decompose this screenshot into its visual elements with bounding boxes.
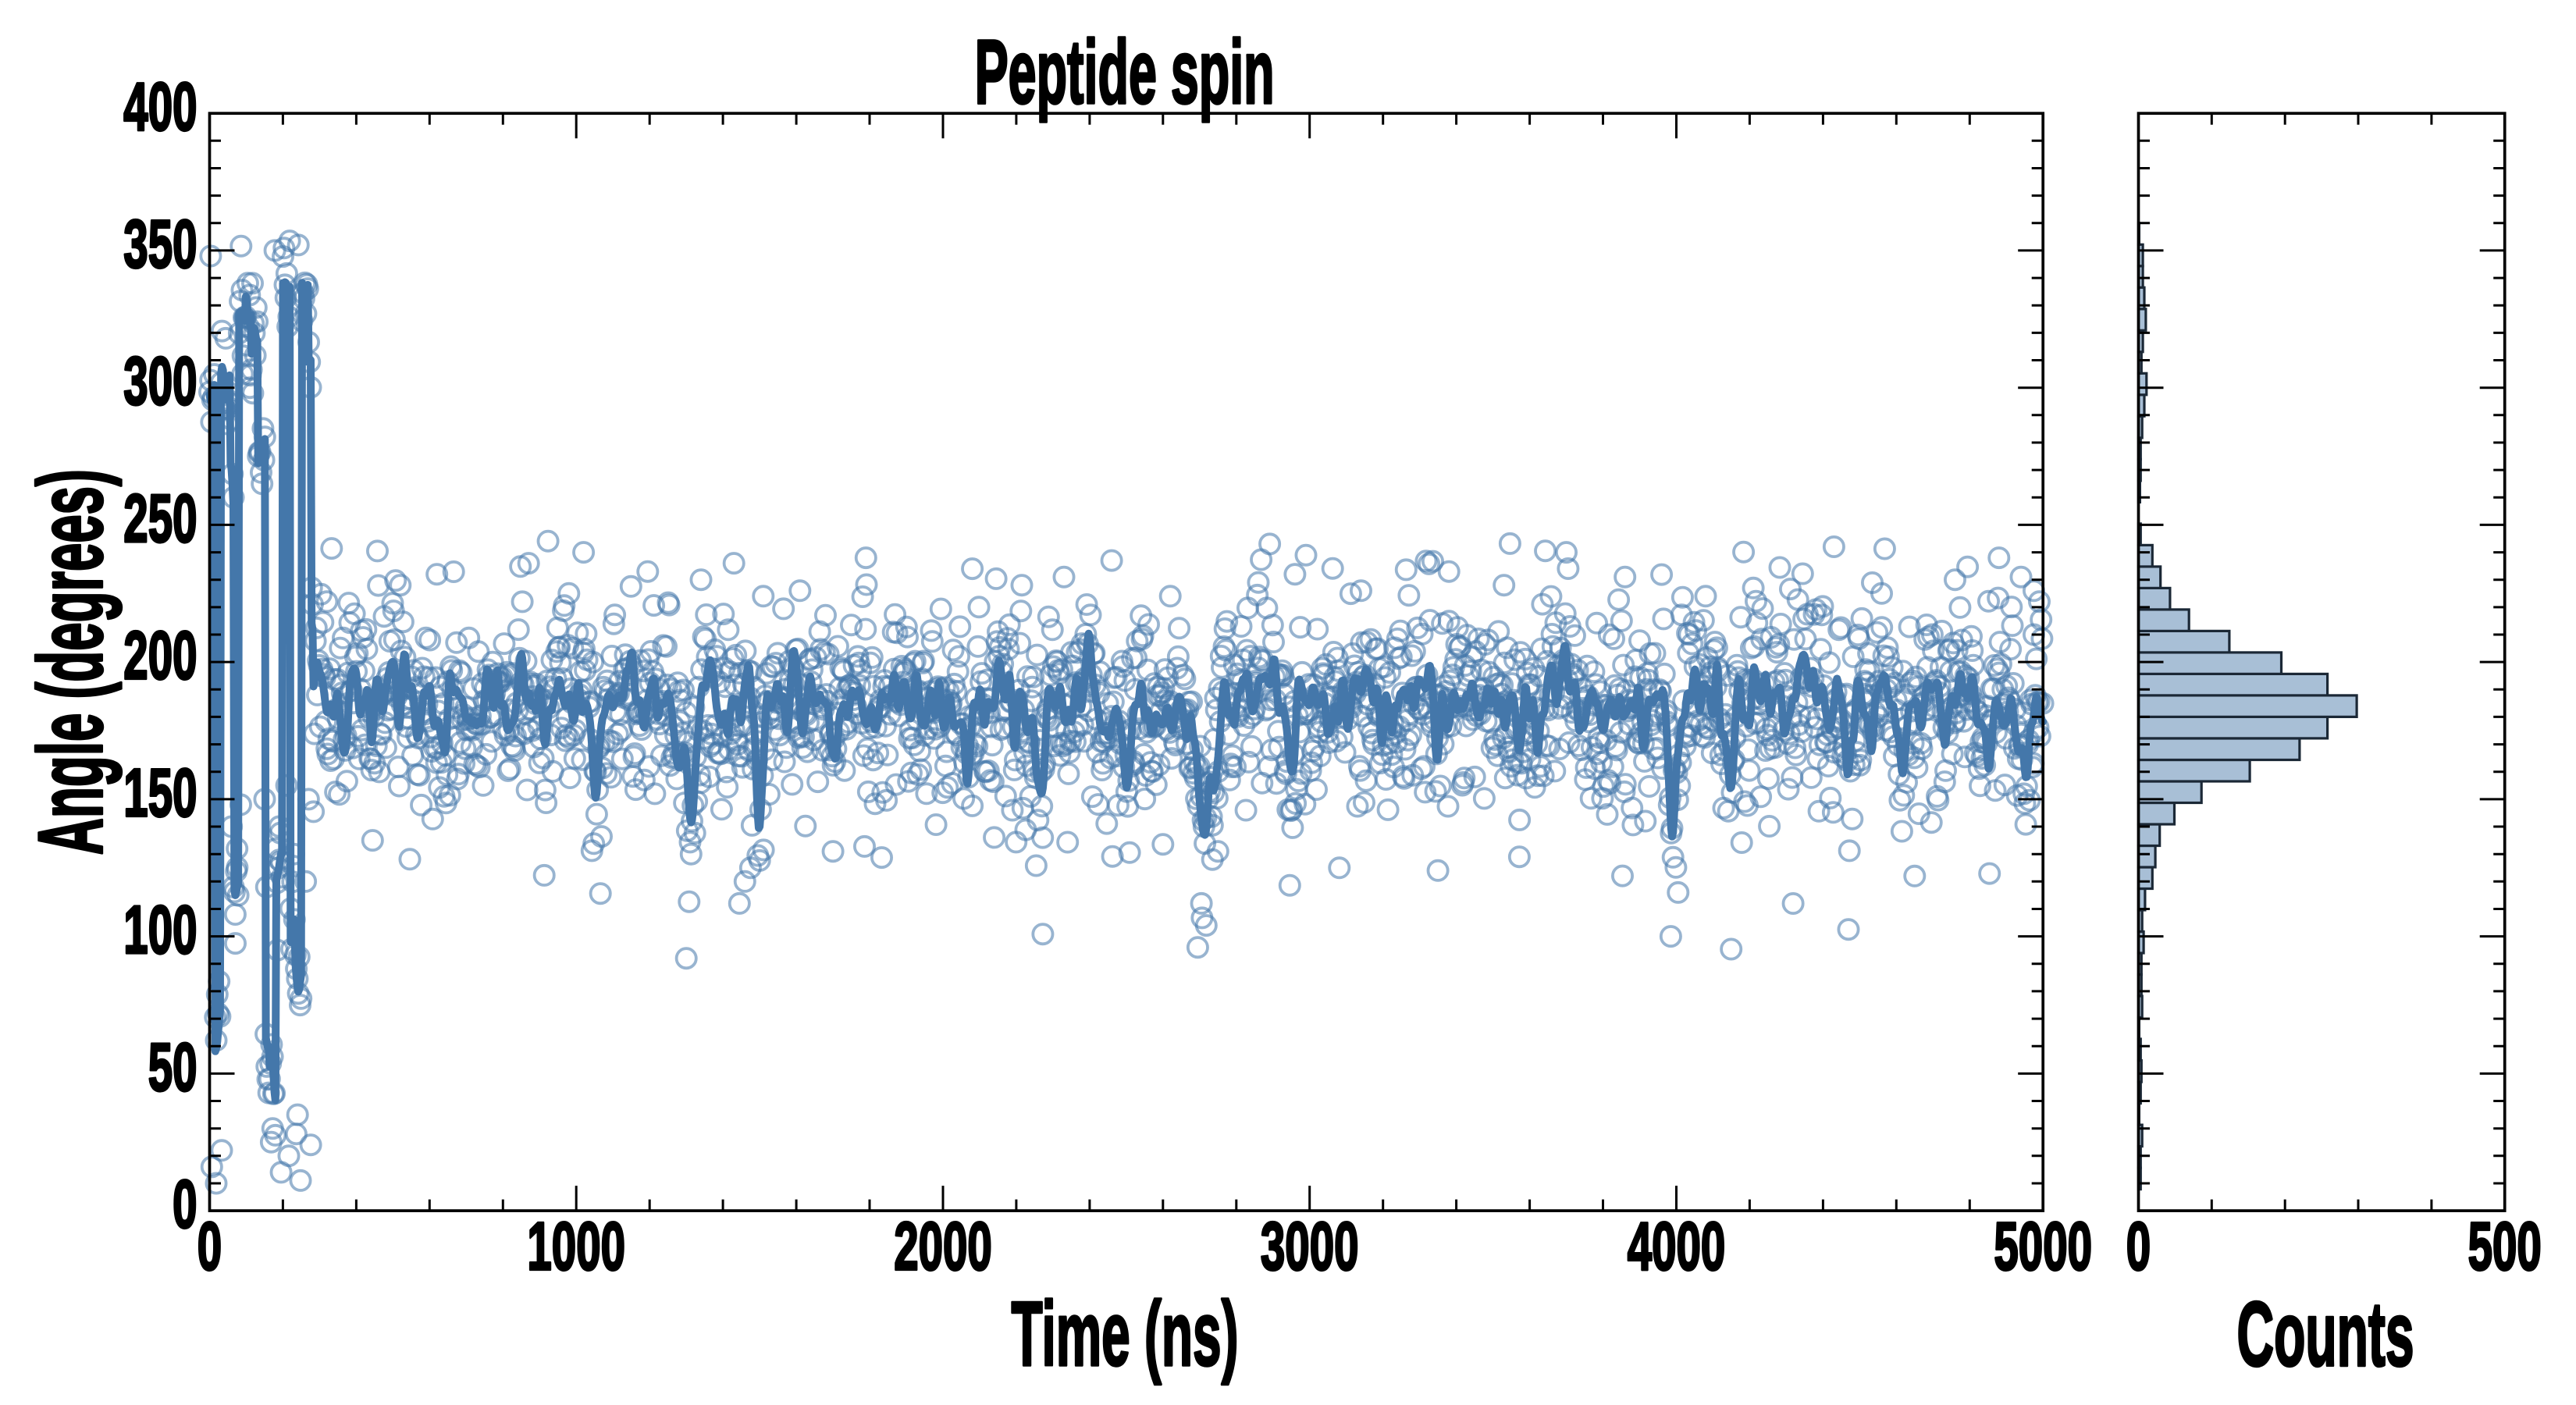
svg-text:50: 50	[148, 1030, 197, 1105]
svg-text:4000: 4000	[1628, 1209, 1726, 1285]
svg-text:250: 250	[123, 481, 197, 557]
svg-text:100: 100	[123, 892, 197, 968]
svg-text:5000: 5000	[1994, 1209, 2092, 1285]
svg-text:Counts: Counts	[2237, 1282, 2414, 1385]
svg-text:300: 300	[123, 343, 197, 419]
svg-text:Peptide spin: Peptide spin	[975, 21, 1275, 123]
svg-text:350: 350	[123, 206, 197, 282]
svg-text:1000: 1000	[527, 1209, 625, 1285]
svg-text:Time (ns): Time (ns)	[1012, 1282, 1239, 1385]
svg-text:2000: 2000	[894, 1209, 992, 1285]
svg-text:0: 0	[197, 1209, 222, 1285]
svg-text:200: 200	[123, 618, 197, 694]
svg-text:3000: 3000	[1261, 1209, 1359, 1285]
svg-text:400: 400	[123, 69, 197, 145]
svg-text:Angle (degrees): Angle (degrees)	[20, 469, 122, 855]
svg-text:0: 0	[2126, 1209, 2151, 1285]
svg-text:0: 0	[173, 1167, 197, 1243]
svg-text:150: 150	[123, 755, 197, 831]
svg-text:500: 500	[2468, 1209, 2542, 1285]
